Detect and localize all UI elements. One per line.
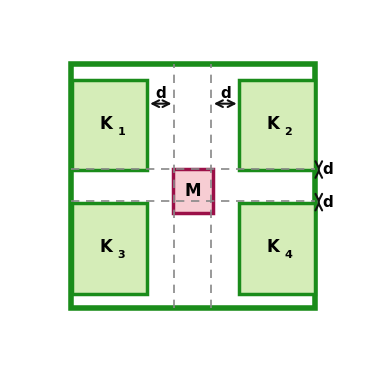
Text: K: K (99, 238, 112, 256)
Text: d: d (322, 162, 333, 177)
Bar (173, 169, 212, 213)
Bar (240, 79, 315, 170)
Text: d: d (155, 86, 166, 101)
Text: K: K (266, 238, 279, 256)
Text: K: K (99, 114, 112, 132)
Text: 4: 4 (284, 250, 292, 260)
Text: 2: 2 (285, 127, 292, 137)
Text: K: K (266, 114, 279, 132)
Text: 1: 1 (117, 127, 125, 137)
Text: M: M (185, 182, 201, 200)
Text: 3: 3 (117, 250, 125, 260)
Text: d: d (322, 195, 333, 210)
Bar (72, 203, 147, 294)
Bar (71, 64, 315, 308)
Bar (72, 79, 147, 170)
Text: d: d (220, 86, 230, 101)
Bar (240, 203, 315, 294)
